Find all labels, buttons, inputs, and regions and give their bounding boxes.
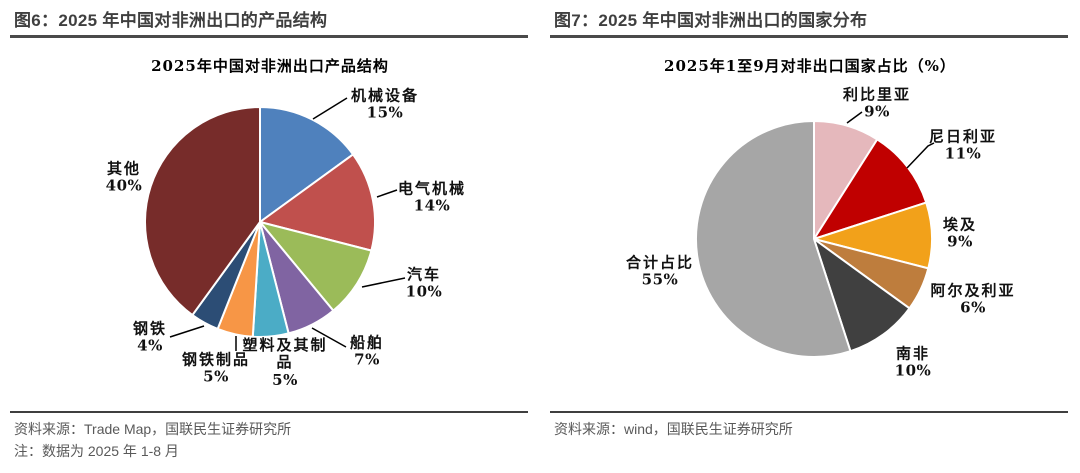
pie-label-0-2: 汽车 10%	[405, 265, 443, 302]
pie-label-value-1-4: 10%	[894, 362, 932, 380]
pie-label-name-0-0: 机械设备	[350, 86, 420, 105]
pie-label-1-1: 尼日利亚 11%	[928, 127, 998, 164]
pie-label-value-0-4: 5%	[272, 370, 298, 389]
pie-label-name-0-7: 其他	[106, 159, 142, 178]
pie-label-name-1-1: 尼日利亚	[928, 127, 998, 146]
figure6-header: 图6：2025 年中国对非洲出口的产品结构	[10, 4, 528, 38]
pie-slice-0-7	[144, 106, 261, 317]
pie-label-value-1-0: 9%	[864, 103, 890, 121]
pie-label-value-0-0: 15%	[366, 104, 404, 122]
pie-label-value-0-5: 5%	[203, 368, 229, 386]
pie-label-1-0: 利比里亚 9%	[842, 85, 912, 122]
pie-label-value-0-2: 10%	[405, 283, 443, 301]
pie-label-0-0: 机械设备 15%	[350, 86, 420, 123]
pie-slice-0-1	[259, 153, 376, 252]
figure7-panel: 图7：2025 年中国对非洲出口的国家分布 2025年1至9月对非出口国家占比（…	[540, 0, 1080, 473]
pie-leader-line-0-6	[169, 325, 205, 338]
figure6-pie-chart	[144, 97, 406, 351]
pie-label-name-0-6: 钢铁	[132, 319, 168, 338]
figure7-pie-chart	[694, 111, 935, 358]
pie-label-0-4: 塑料及其制品 5%	[241, 335, 329, 389]
pie-leader-line-1-0	[846, 111, 863, 124]
pie-label-1-5: 合计占比 55%	[625, 253, 695, 290]
figure6-note: 注：数据为 2025 年 1-8 月	[14, 443, 179, 460]
pie-slice-0-0	[259, 106, 355, 223]
pie-slice-0-2	[259, 221, 373, 312]
pie-label-name-0-4: 塑料及其制品	[242, 335, 328, 372]
pie-label-value-0-6: 4%	[137, 337, 163, 355]
figure7-source: 资料来源：wind，国联民生证券研究所	[554, 421, 793, 437]
pie-label-value-1-5: 55%	[641, 271, 679, 289]
figure7-chart-title: 2025年1至9月对非出口国家占比（%）	[664, 57, 956, 75]
figure6-chart: 2025年中国对非洲出口产品结构 机械设备 15% 电气机械 14% 汽车 10% 船舶 7%…	[105, 57, 467, 389]
pie-leader-line-1-1	[906, 142, 935, 169]
pie-label-name-0-1: 电气机械	[397, 179, 467, 198]
pie-label-value-1-1: 11%	[944, 145, 982, 163]
figure7-header: 图7：2025 年中国对非洲出口的国家分布	[550, 4, 1068, 38]
pie-label-0-1: 电气机械 14%	[397, 179, 467, 216]
pie-label-name-1-5: 合计占比	[625, 253, 695, 272]
pie-label-value-0-7: 40%	[105, 177, 143, 195]
pie-label-name-1-4: 南非	[895, 344, 931, 363]
pie-leader-line-0-0	[312, 97, 348, 120]
figure6-footer: 资料来源：Trade Map，国联民生证券研究所 注：数据为 2025 年 1-…	[10, 411, 528, 463]
pie-label-name-1-0: 利比里亚	[842, 85, 912, 104]
pie-label-name-0-5: 钢铁制品	[181, 350, 251, 369]
figure7-chart: 2025年1至9月对非出口国家占比（%） 利比里亚 9% 尼日利亚 11% 埃及 9% 阿尔…	[540, 0, 1080, 473]
pie-label-value-1-3: 6%	[960, 299, 986, 317]
pie-label-1-3: 阿尔及利亚 6%	[930, 281, 1016, 318]
pie-label-name-0-2: 汽车	[406, 265, 442, 284]
pie-label-0-6: 钢铁 4%	[132, 319, 168, 356]
pie-label-name-1-3: 阿尔及利亚	[930, 281, 1016, 300]
pie-label-value-0-3: 7%	[354, 351, 380, 369]
pie-label-0-7: 其他 40%	[105, 159, 143, 196]
pie-leader-line-0-1	[376, 189, 398, 198]
pie-label-0-3: 船舶 7%	[349, 333, 385, 370]
pie-label-name-1-2: 埃及	[942, 215, 978, 234]
pie-label-value-0-1: 14%	[413, 197, 451, 215]
pie-label-value-1-2: 9%	[947, 233, 973, 251]
pie-label-0-5: 钢铁制品 5%	[181, 350, 251, 387]
pie-leader-line-0-2	[361, 277, 406, 288]
pie-leader-line-0-3	[311, 327, 347, 348]
figure6-chart-title: 2025年中国对非洲出口产品结构	[151, 57, 389, 75]
pie-slice-1-4	[813, 238, 911, 353]
figure6-header-title: 图6：2025 年中国对非洲出口的产品结构	[14, 11, 328, 30]
pie-slice-1-5	[694, 120, 852, 358]
figure6-panel: 图6：2025 年中国对非洲出口的产品结构 2025年中国对非洲出口产品结构 机…	[10, 4, 528, 463]
figure7-footer: 资料来源：wind，国联民生证券研究所	[550, 411, 1068, 440]
pie-label-1-2: 埃及 9%	[942, 215, 978, 252]
pie-label-1-4: 南非 10%	[894, 344, 932, 381]
figure6-source: 资料来源：Trade Map，国联民生证券研究所	[14, 421, 292, 437]
pie-label-name-0-3: 船舶	[349, 333, 385, 352]
figure7-header-title: 图7：2025 年中国对非洲出口的国家分布	[554, 11, 868, 30]
